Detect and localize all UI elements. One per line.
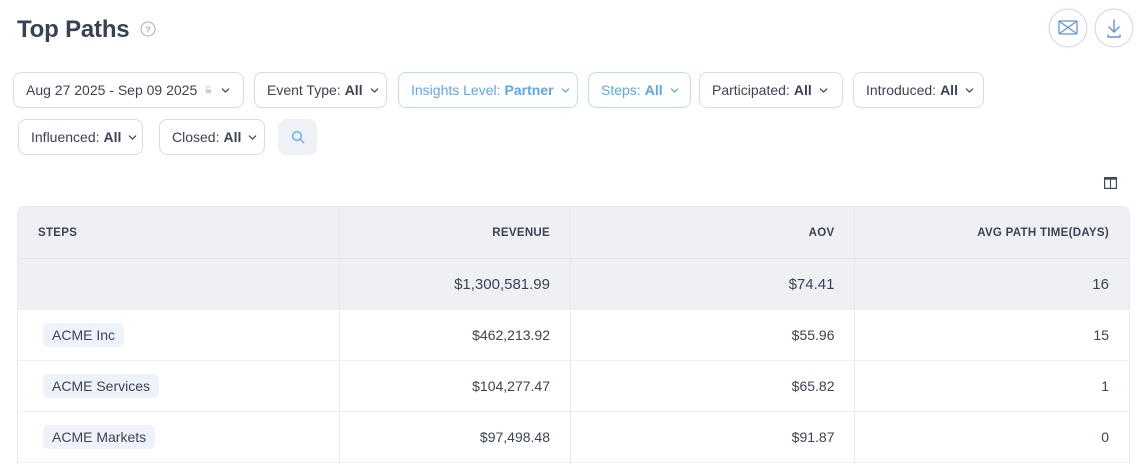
- svg-text:?: ?: [145, 24, 150, 34]
